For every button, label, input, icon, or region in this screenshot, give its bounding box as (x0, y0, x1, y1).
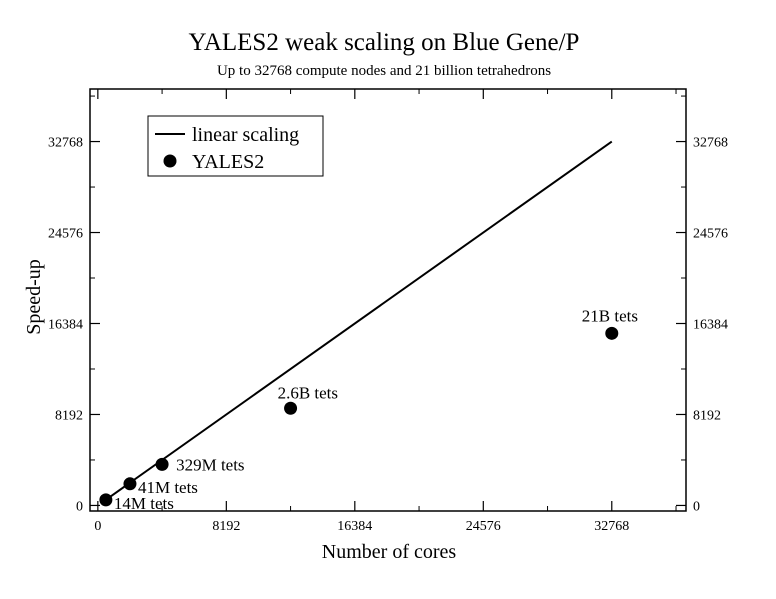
x-tick-label: 0 (94, 519, 101, 534)
yales2-point (99, 493, 113, 507)
yales2-point (605, 326, 619, 340)
y-tick-label-right: 8192 (693, 408, 721, 423)
y-tick-label-right: 24576 (693, 227, 728, 242)
y-tick-label-left: 24576 (48, 227, 83, 242)
yales2-point (155, 457, 169, 471)
point-label: 41M tets (138, 478, 198, 497)
chart-title: YALES2 weak scaling on Blue Gene/P (189, 29, 580, 56)
legend-box (147, 115, 324, 177)
x-tick-label: 24576 (466, 519, 501, 534)
y-tick-label-right: 32768 (693, 136, 728, 151)
legend: linear scaling YALES2 (147, 115, 324, 177)
y-tick-label-right: 16384 (693, 317, 728, 332)
x-axis-label: Number of cores (322, 541, 457, 563)
legend-entry-yales2: YALES2 (192, 151, 264, 173)
point-label: 329M tets (176, 455, 244, 474)
legend-entry-linear-scaling: linear scaling (192, 124, 299, 146)
point-label: 2.6B tets (278, 383, 338, 402)
y-tick-label-left: 0 (76, 499, 83, 514)
y-tick-label-left: 16384 (48, 317, 83, 332)
linear-scaling-line (105, 140, 613, 501)
x-tick-label: 16384 (337, 519, 372, 534)
plot-frame (89, 88, 687, 512)
y-axis-label: Speed-up (23, 259, 45, 335)
yales2-point (123, 477, 137, 491)
chart-subtitle: Up to 32768 compute nodes and 21 billion… (217, 63, 551, 79)
y-tick-label-left: 8192 (55, 408, 83, 423)
x-tick-label: 32768 (594, 519, 629, 534)
y-tick-label-right: 0 (693, 499, 700, 514)
x-tick-label: 8192 (212, 519, 240, 534)
point-label: 21B tets (582, 306, 638, 325)
yales2-point (284, 401, 298, 415)
legend-marker-swatch (163, 154, 177, 168)
y-tick-label-left: 32768 (48, 136, 83, 151)
tick-marks (90, 89, 686, 511)
point-label: 14M tets (114, 494, 174, 513)
